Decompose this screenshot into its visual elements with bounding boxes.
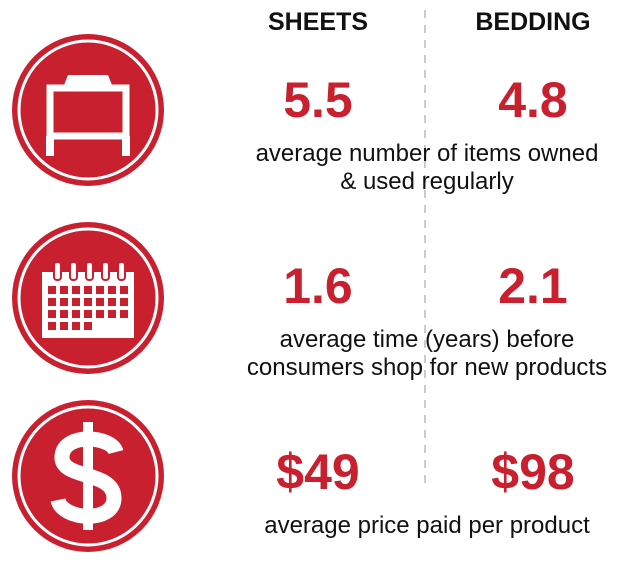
bedding-value: 2.1 [498,258,568,314]
calendar-cell [108,310,116,318]
calendar-cell [60,286,68,294]
calendar-cell [48,286,56,294]
calendar-cell [96,298,104,306]
rows: 5.5 4.8 average number of items owned& use… [247,72,607,539]
calendar-cell [108,286,116,294]
calendar-cell [120,310,128,318]
sheets-value: 1.6 [283,258,353,314]
bed-icon [12,34,164,186]
calendar-cell [60,310,68,318]
column-header: BEDDING [475,8,590,36]
column-header: SHEETS [268,8,368,36]
calendar-cell [84,298,92,306]
bedding-value: $98 [491,444,574,500]
sheets-value: $49 [276,444,359,500]
calendar-cell [84,286,92,294]
calendar-cell [96,286,104,294]
calendar-cell [60,322,68,330]
description: average time (years) before [280,326,575,353]
calendar-cell [120,298,128,306]
calendar-cell [84,310,92,318]
sheets-value: 5.5 [283,72,353,128]
bedding-value: 4.8 [498,72,568,128]
calendar-cell [72,298,80,306]
calendar-cell [60,298,68,306]
calendar-icon [12,222,164,374]
dollar-icon [12,400,164,552]
calendar-cell [96,310,104,318]
calendar-cell [120,286,128,294]
calendar-cell [108,298,116,306]
calendar-cell [48,310,56,318]
calendar-cell [84,322,92,330]
calendar-cell [72,310,80,318]
description: & used regularly [340,168,513,195]
description: average number of items owned [256,140,599,167]
calendar-cell [48,298,56,306]
calendar-cell [72,286,80,294]
calendar-cell [72,322,80,330]
description: average price paid per product [264,512,590,539]
calendar-cell [48,322,56,330]
description: consumers shop for new products [247,354,607,381]
